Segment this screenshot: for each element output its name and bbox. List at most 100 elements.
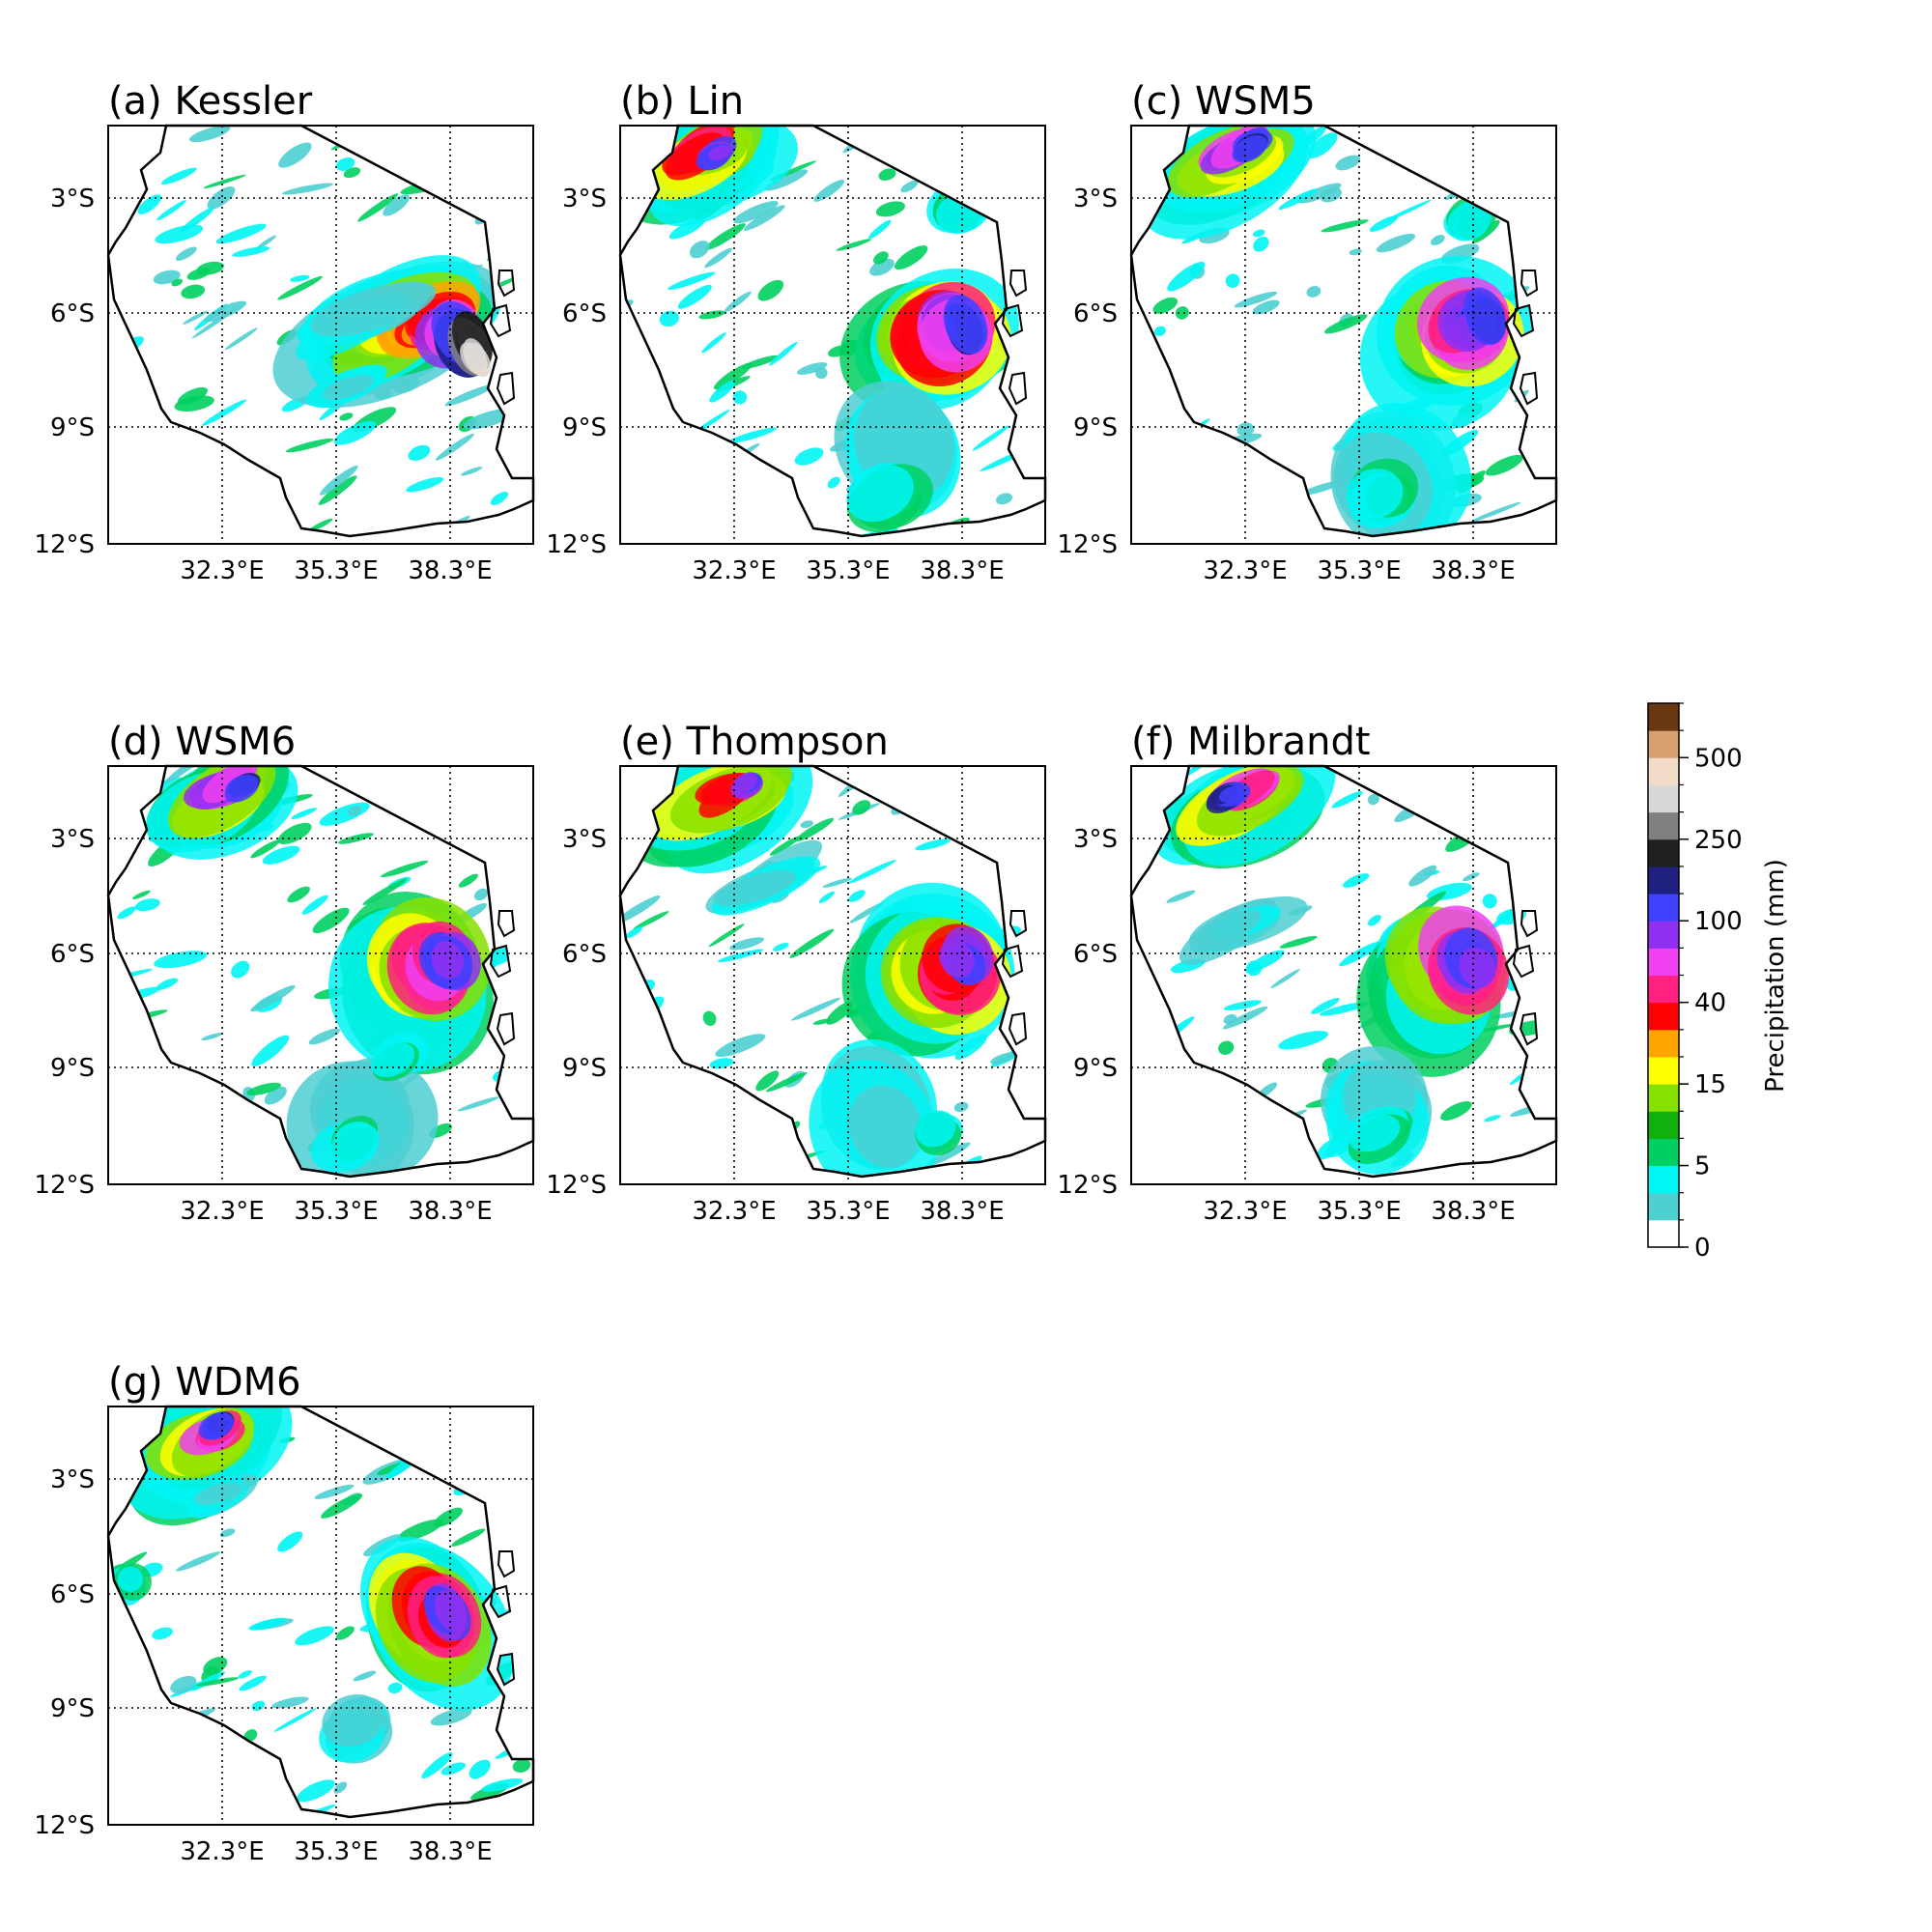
panel-title: (d) WSM6 <box>108 720 296 764</box>
panel-title: (b) Lin <box>620 79 744 124</box>
lat-tick-label: 12°S <box>546 530 607 559</box>
lat-tick-label: 9°S <box>1073 1054 1118 1083</box>
colorbar-segment <box>1648 757 1679 785</box>
colorbar-tick-label: 5 <box>1694 1152 1711 1181</box>
panel-b: (b) Lin 3°S 6°S 9°S 12°S 32.3°E 35.3°E 38.3°E <box>546 79 1047 585</box>
lat-tick-label: 6°S <box>1073 299 1118 328</box>
colorbar-segment <box>1648 1029 1679 1058</box>
lat-tick-label: 12°S <box>1057 530 1118 559</box>
lon-tick-label: 38.3°E <box>408 556 492 585</box>
lat-tick-label: 6°S <box>50 299 95 328</box>
panel-e: (e) Thompson 3°S 6°S 9°S 12°S 32.3°E 35.3°E 38.… <box>546 720 1047 1226</box>
colorbar-segment <box>1648 866 1679 895</box>
colorbar-segment <box>1648 1111 1679 1139</box>
lon-tick-label: 35.3°E <box>294 1197 378 1226</box>
lon-tick-label: 38.3°E <box>920 556 1004 585</box>
island-border <box>497 1550 516 1578</box>
lat-tick-label: 3°S <box>50 1465 95 1494</box>
island-border <box>1520 270 1539 298</box>
lat-tick-label: 3°S <box>50 185 95 213</box>
island-border <box>489 1584 512 1619</box>
lat-tick-label: 9°S <box>562 1054 607 1083</box>
precip-field <box>1131 126 1556 536</box>
lat-tick-label: 3°S <box>562 825 607 854</box>
lon-tick-label: 32.3°E <box>692 1197 776 1226</box>
island-border <box>489 303 512 338</box>
panel-c: (c) WSM5 3°S 6°S 9°S 12°S 32.3°E 35.3°E 38.3°E <box>1057 79 1558 585</box>
island-border <box>1001 303 1024 338</box>
island-border <box>489 944 512 979</box>
colorbar-segment <box>1648 703 1679 731</box>
colorbar-tick-label: 15 <box>1694 1070 1726 1099</box>
island-border <box>1512 303 1535 338</box>
colorbar: 0 5 15 40 100 250 500 Precipitation (mm) <box>1647 702 1790 1263</box>
lat-tick-label: 12°S <box>34 530 95 559</box>
lon-tick-label: 38.3°E <box>408 1197 492 1226</box>
lon-tick-label: 38.3°E <box>1431 556 1515 585</box>
lon-tick-label: 38.3°E <box>408 1837 492 1866</box>
island-border <box>496 1652 516 1687</box>
lat-tick-label: 9°S <box>50 1054 95 1083</box>
colorbar-tick-label: 0 <box>1694 1234 1711 1263</box>
colorbar-segment <box>1648 1002 1679 1031</box>
lat-tick-label: 3°S <box>1073 825 1118 854</box>
precip-field <box>620 126 1045 536</box>
island-border <box>1519 371 1539 406</box>
lon-tick-label: 35.3°E <box>806 1197 890 1226</box>
colorbar-tick-label: 100 <box>1694 907 1743 936</box>
lat-tick-label: 6°S <box>562 299 607 328</box>
axes-frame <box>107 1406 534 1826</box>
panel-title: (e) Thompson <box>620 720 889 764</box>
island-border <box>1520 910 1539 938</box>
colorbar-segment <box>1648 784 1679 813</box>
colorbar-tick-label: 500 <box>1694 744 1743 773</box>
axes-frame <box>107 125 534 545</box>
panel-f: (f) Milbrandt 3°S 6°S 9°S 12°S 32.3°E 35.3°E 38… <box>1057 720 1558 1226</box>
lat-tick-label: 12°S <box>1057 1171 1118 1200</box>
panel-title: (f) Milbrandt <box>1131 720 1371 764</box>
colorbar-segment <box>1648 921 1679 949</box>
island-border <box>497 910 516 938</box>
axes-frame <box>1130 765 1557 1185</box>
colorbar-label: Precipitation (mm) <box>1761 859 1790 1093</box>
lat-tick-label: 12°S <box>546 1171 607 1200</box>
colorbar-segment <box>1648 1192 1679 1221</box>
precip-field <box>108 766 533 1177</box>
island-border <box>496 1011 516 1046</box>
lat-tick-label: 9°S <box>50 413 95 442</box>
colorbar-segment <box>1648 811 1679 840</box>
colorbar-segment <box>1648 1219 1679 1248</box>
island-border <box>1008 1011 1028 1046</box>
axes-frame <box>107 765 534 1185</box>
lon-tick-label: 32.3°E <box>180 556 264 585</box>
panels: (a) Kessler 3°S 6°S 9°S 12°S 32.3°E 35.3°E 38.3… <box>34 79 1558 1866</box>
lon-tick-label: 32.3°E <box>180 1197 264 1226</box>
lon-tick-label: 32.3°E <box>1203 556 1287 585</box>
lon-tick-label: 32.3°E <box>1203 1197 1287 1226</box>
colorbar-segment <box>1648 894 1679 922</box>
island-border <box>1512 944 1535 979</box>
panel-title: (a) Kessler <box>108 79 313 124</box>
lat-tick-label: 3°S <box>562 185 607 213</box>
lat-tick-label: 9°S <box>50 1694 95 1723</box>
colorbar-segment <box>1648 1165 1679 1194</box>
lat-tick-label: 3°S <box>50 825 95 854</box>
colorbar-tick-label: 40 <box>1694 989 1726 1018</box>
panel-g: (g) WDM6 3°S 6°S 9°S 12°S 32.3°E 35.3°E 38.3°E <box>34 1360 535 1866</box>
colorbar-segment <box>1648 948 1679 976</box>
lon-tick-label: 38.3°E <box>920 1197 1004 1226</box>
lon-tick-label: 35.3°E <box>1317 1197 1401 1226</box>
colorbar-tick-label: 250 <box>1694 826 1743 855</box>
lon-tick-label: 35.3°E <box>294 1837 378 1866</box>
lon-tick-label: 32.3°E <box>180 1837 264 1866</box>
lat-tick-label: 12°S <box>34 1171 95 1200</box>
island-border <box>1009 270 1028 298</box>
colorbar-segment <box>1648 1138 1679 1167</box>
panel-d: (d) WSM6 3°S 6°S 9°S 12°S 32.3°E 35.3°E 38.3°E <box>34 720 535 1226</box>
colorbar-segment <box>1648 730 1679 758</box>
colorbar-segment <box>1648 1084 1679 1112</box>
colorbar-segment <box>1648 1056 1679 1085</box>
colorbar-segment <box>1648 838 1679 867</box>
island-border <box>496 371 516 406</box>
